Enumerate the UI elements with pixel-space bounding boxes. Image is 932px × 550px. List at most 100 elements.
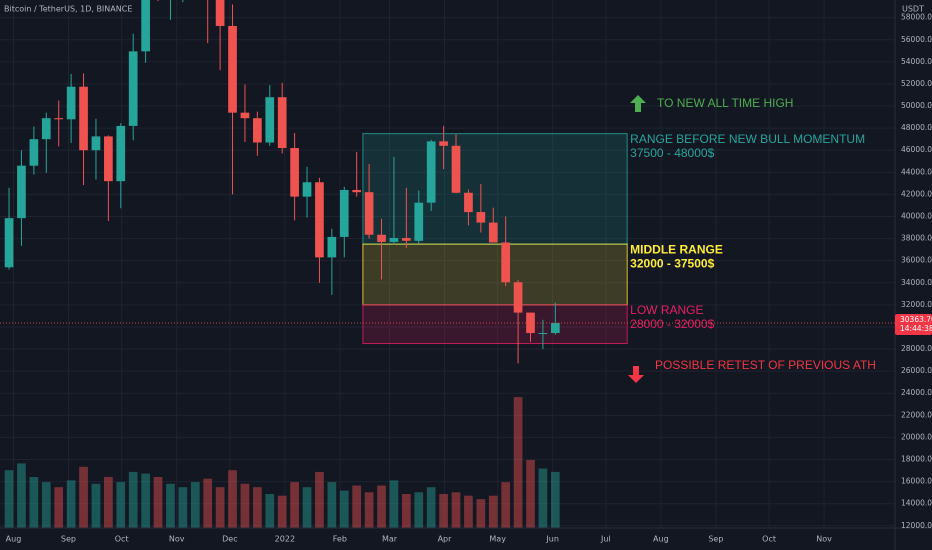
volume-bar (501, 482, 511, 528)
volume-bar (476, 499, 486, 528)
x-tick-label: Dec (222, 535, 237, 544)
chart-title: Bitcoin / TetherUS, 1D, BINANCE (4, 5, 132, 14)
volume-bar (17, 463, 26, 528)
candle-body (141, 0, 150, 52)
candle-body (265, 97, 275, 143)
y-tick-label: 26000.00 (901, 366, 932, 375)
y-tick-label: 52000.00 (901, 79, 932, 88)
volume-bar (91, 483, 101, 528)
candle-body (339, 189, 349, 237)
volume-bar (153, 477, 163, 528)
x-tick-label: Aug (6, 535, 22, 544)
candle-body (464, 192, 473, 213)
candle-body (414, 202, 424, 241)
volume-bar (166, 483, 175, 528)
volume-bar (79, 466, 88, 528)
candle-body (66, 86, 76, 120)
volume-bar (414, 492, 424, 528)
arrow-icon (630, 95, 646, 112)
y-tick-label: 46000.00 (901, 145, 932, 154)
volume-bar (538, 468, 548, 528)
candle-body (41, 118, 51, 140)
x-tick-label: Jun (545, 535, 559, 544)
x-tick-label: Aug (653, 535, 669, 544)
volume-bar (104, 477, 113, 528)
volume-bar (253, 487, 262, 528)
volume-bar (364, 492, 374, 528)
candle-body (215, 0, 225, 26)
volume-bar (339, 490, 349, 528)
candle-body (364, 192, 374, 235)
candle-body (104, 136, 113, 182)
candle-body (128, 51, 138, 126)
volume-bar (464, 495, 473, 528)
y-tick-label: 56000.00 (901, 35, 932, 44)
range-zone (362, 243, 628, 306)
x-tick-label: Oct (762, 535, 776, 544)
y-tick-label: 32000.00 (901, 300, 932, 309)
x-tick-label: Oct (115, 535, 129, 544)
range-zone (362, 304, 628, 345)
volume-bar (141, 473, 150, 528)
candle-body (526, 312, 535, 334)
volume-bar (315, 471, 324, 528)
x-tick-label: Nov (816, 535, 832, 544)
price-tag-label: 30363.70 (900, 315, 932, 324)
candle-body (550, 322, 560, 334)
volume-bar (513, 397, 523, 528)
candle-body (439, 141, 448, 146)
volume-bar (389, 480, 399, 528)
candle-body (79, 86, 88, 151)
volume-bar (290, 482, 299, 528)
volume-bar (116, 482, 126, 528)
zone-label: 37500 - 48000$ (630, 146, 714, 160)
y-tick-label: 34000.00 (901, 278, 932, 287)
zone-label: 28000 - 32000$ (630, 317, 714, 331)
y-tick-label: 48000.00 (901, 123, 932, 132)
y-tick-label: 14000.00 (901, 499, 932, 508)
x-tick-label: May (489, 535, 506, 544)
volume-bar (451, 492, 461, 528)
candle-body (488, 222, 498, 243)
candle-body (377, 234, 386, 242)
candle-body (476, 212, 486, 223)
volume-bar (66, 480, 76, 528)
zone-label: MIDDLE RANGE (630, 242, 723, 256)
candle-body (538, 333, 548, 335)
x-tick-label: Nov (169, 535, 185, 544)
candle-body (116, 125, 126, 182)
volume-bar (402, 494, 411, 528)
candle-body (29, 139, 39, 166)
volume-bar (4, 470, 14, 528)
volume-bar (190, 482, 200, 528)
y-tick-label: 18000.00 (901, 455, 932, 464)
volume-bar (54, 487, 64, 528)
volume-bar (228, 470, 237, 528)
x-tick-label: Mar (382, 535, 398, 544)
y-tick-label: 22000.00 (901, 410, 932, 419)
candle-body (253, 118, 262, 143)
volume-bar (526, 460, 535, 528)
y-tick-label: 58000.00 (901, 13, 932, 22)
volume-bar (488, 495, 498, 528)
y-tick-label: 54000.00 (901, 57, 932, 66)
volume-bar (215, 487, 225, 528)
volume-bar (550, 471, 560, 528)
x-tick-label: Feb (333, 535, 347, 544)
volume-bar (352, 485, 362, 528)
volume-bar (327, 482, 337, 528)
x-tick-label: Sep (61, 535, 76, 544)
zone-label: LOW RANGE (630, 303, 703, 317)
y-tick-label: 12000.00 (901, 521, 932, 530)
zone-label: 32000 - 37500$ (630, 256, 714, 270)
y-tick-label: 42000.00 (901, 189, 932, 198)
y-tick-label: 40000.00 (901, 212, 932, 221)
candle-body (91, 136, 101, 151)
y-tick-label: 44000.00 (901, 167, 932, 176)
y-tick-label: 50000.00 (901, 101, 932, 110)
x-tick-label: Apr (438, 535, 453, 544)
volume-bar (128, 471, 138, 528)
y-tick-label: 38000.00 (901, 234, 932, 243)
